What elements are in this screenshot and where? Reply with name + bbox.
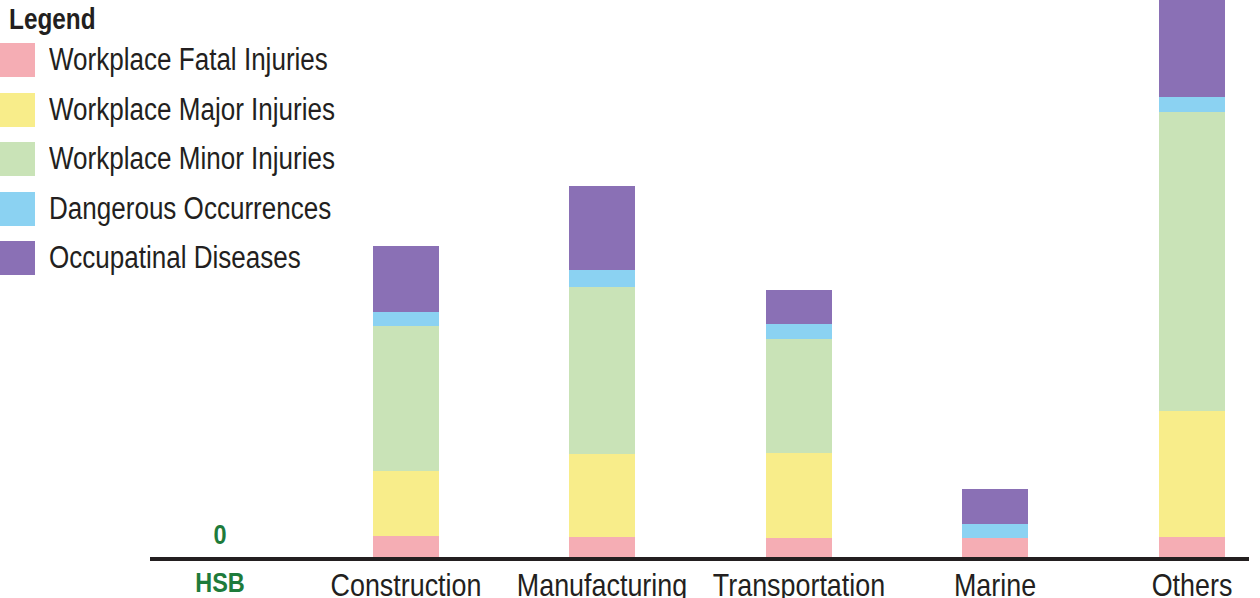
x-axis-label-transportation: Transportation	[698, 567, 900, 598]
x-axis-line	[150, 557, 1249, 561]
legend-swatch	[0, 192, 35, 226]
bar-transportation-segment	[766, 290, 832, 324]
bar-transportation-segment	[766, 324, 832, 339]
bar-others-segment	[1159, 537, 1225, 557]
x-axis-label-marine: Marine	[894, 567, 1096, 598]
bar-manufacturing-segment	[569, 537, 635, 557]
zero-value-label: 0	[186, 519, 253, 551]
bar-construction-segment	[373, 312, 439, 326]
bar-manufacturing-segment	[569, 270, 635, 287]
legend-swatch	[0, 93, 35, 127]
bar-manufacturing-segment	[569, 454, 635, 537]
legend-title: Legend	[9, 3, 96, 36]
legend-swatch	[0, 241, 35, 275]
x-axis-label-hsb: HSB	[119, 567, 321, 598]
x-axis-label-manufacturing: Manufacturing	[501, 567, 703, 598]
legend-swatch	[0, 43, 35, 77]
bar-others-segment	[1159, 112, 1225, 411]
bar-construction-segment	[373, 246, 439, 312]
x-axis-label-others: Others	[1091, 567, 1260, 598]
x-axis-label-construction: Construction	[305, 567, 507, 598]
bar-marine-segment	[962, 489, 1028, 524]
legend-label: Dangerous Occurrences	[49, 192, 331, 226]
stacked-bar-chart: Legend Workplace Fatal Injuries Workplace…	[0, 0, 1260, 598]
bar-others-segment	[1159, 0, 1225, 97]
legend-label: Workplace Minor Injuries	[49, 142, 335, 176]
bar-manufacturing-segment	[569, 287, 635, 454]
legend-label: Workplace Major Injuries	[49, 93, 335, 127]
bar-marine-segment	[962, 538, 1028, 557]
bar-transportation-segment	[766, 538, 832, 557]
legend-label: Workplace Fatal Injuries	[49, 43, 328, 77]
bar-transportation-segment	[766, 339, 832, 453]
bar-others-segment	[1159, 411, 1225, 537]
bar-construction-segment	[373, 326, 439, 471]
bar-construction-segment	[373, 536, 439, 557]
bar-others-segment	[1159, 97, 1225, 112]
bar-manufacturing-segment	[569, 186, 635, 270]
legend-swatch	[0, 142, 35, 176]
bar-construction-segment	[373, 471, 439, 536]
bar-marine-segment	[962, 524, 1028, 538]
legend-label: Occupatinal Diseases	[49, 241, 301, 275]
bar-transportation-segment	[766, 453, 832, 538]
